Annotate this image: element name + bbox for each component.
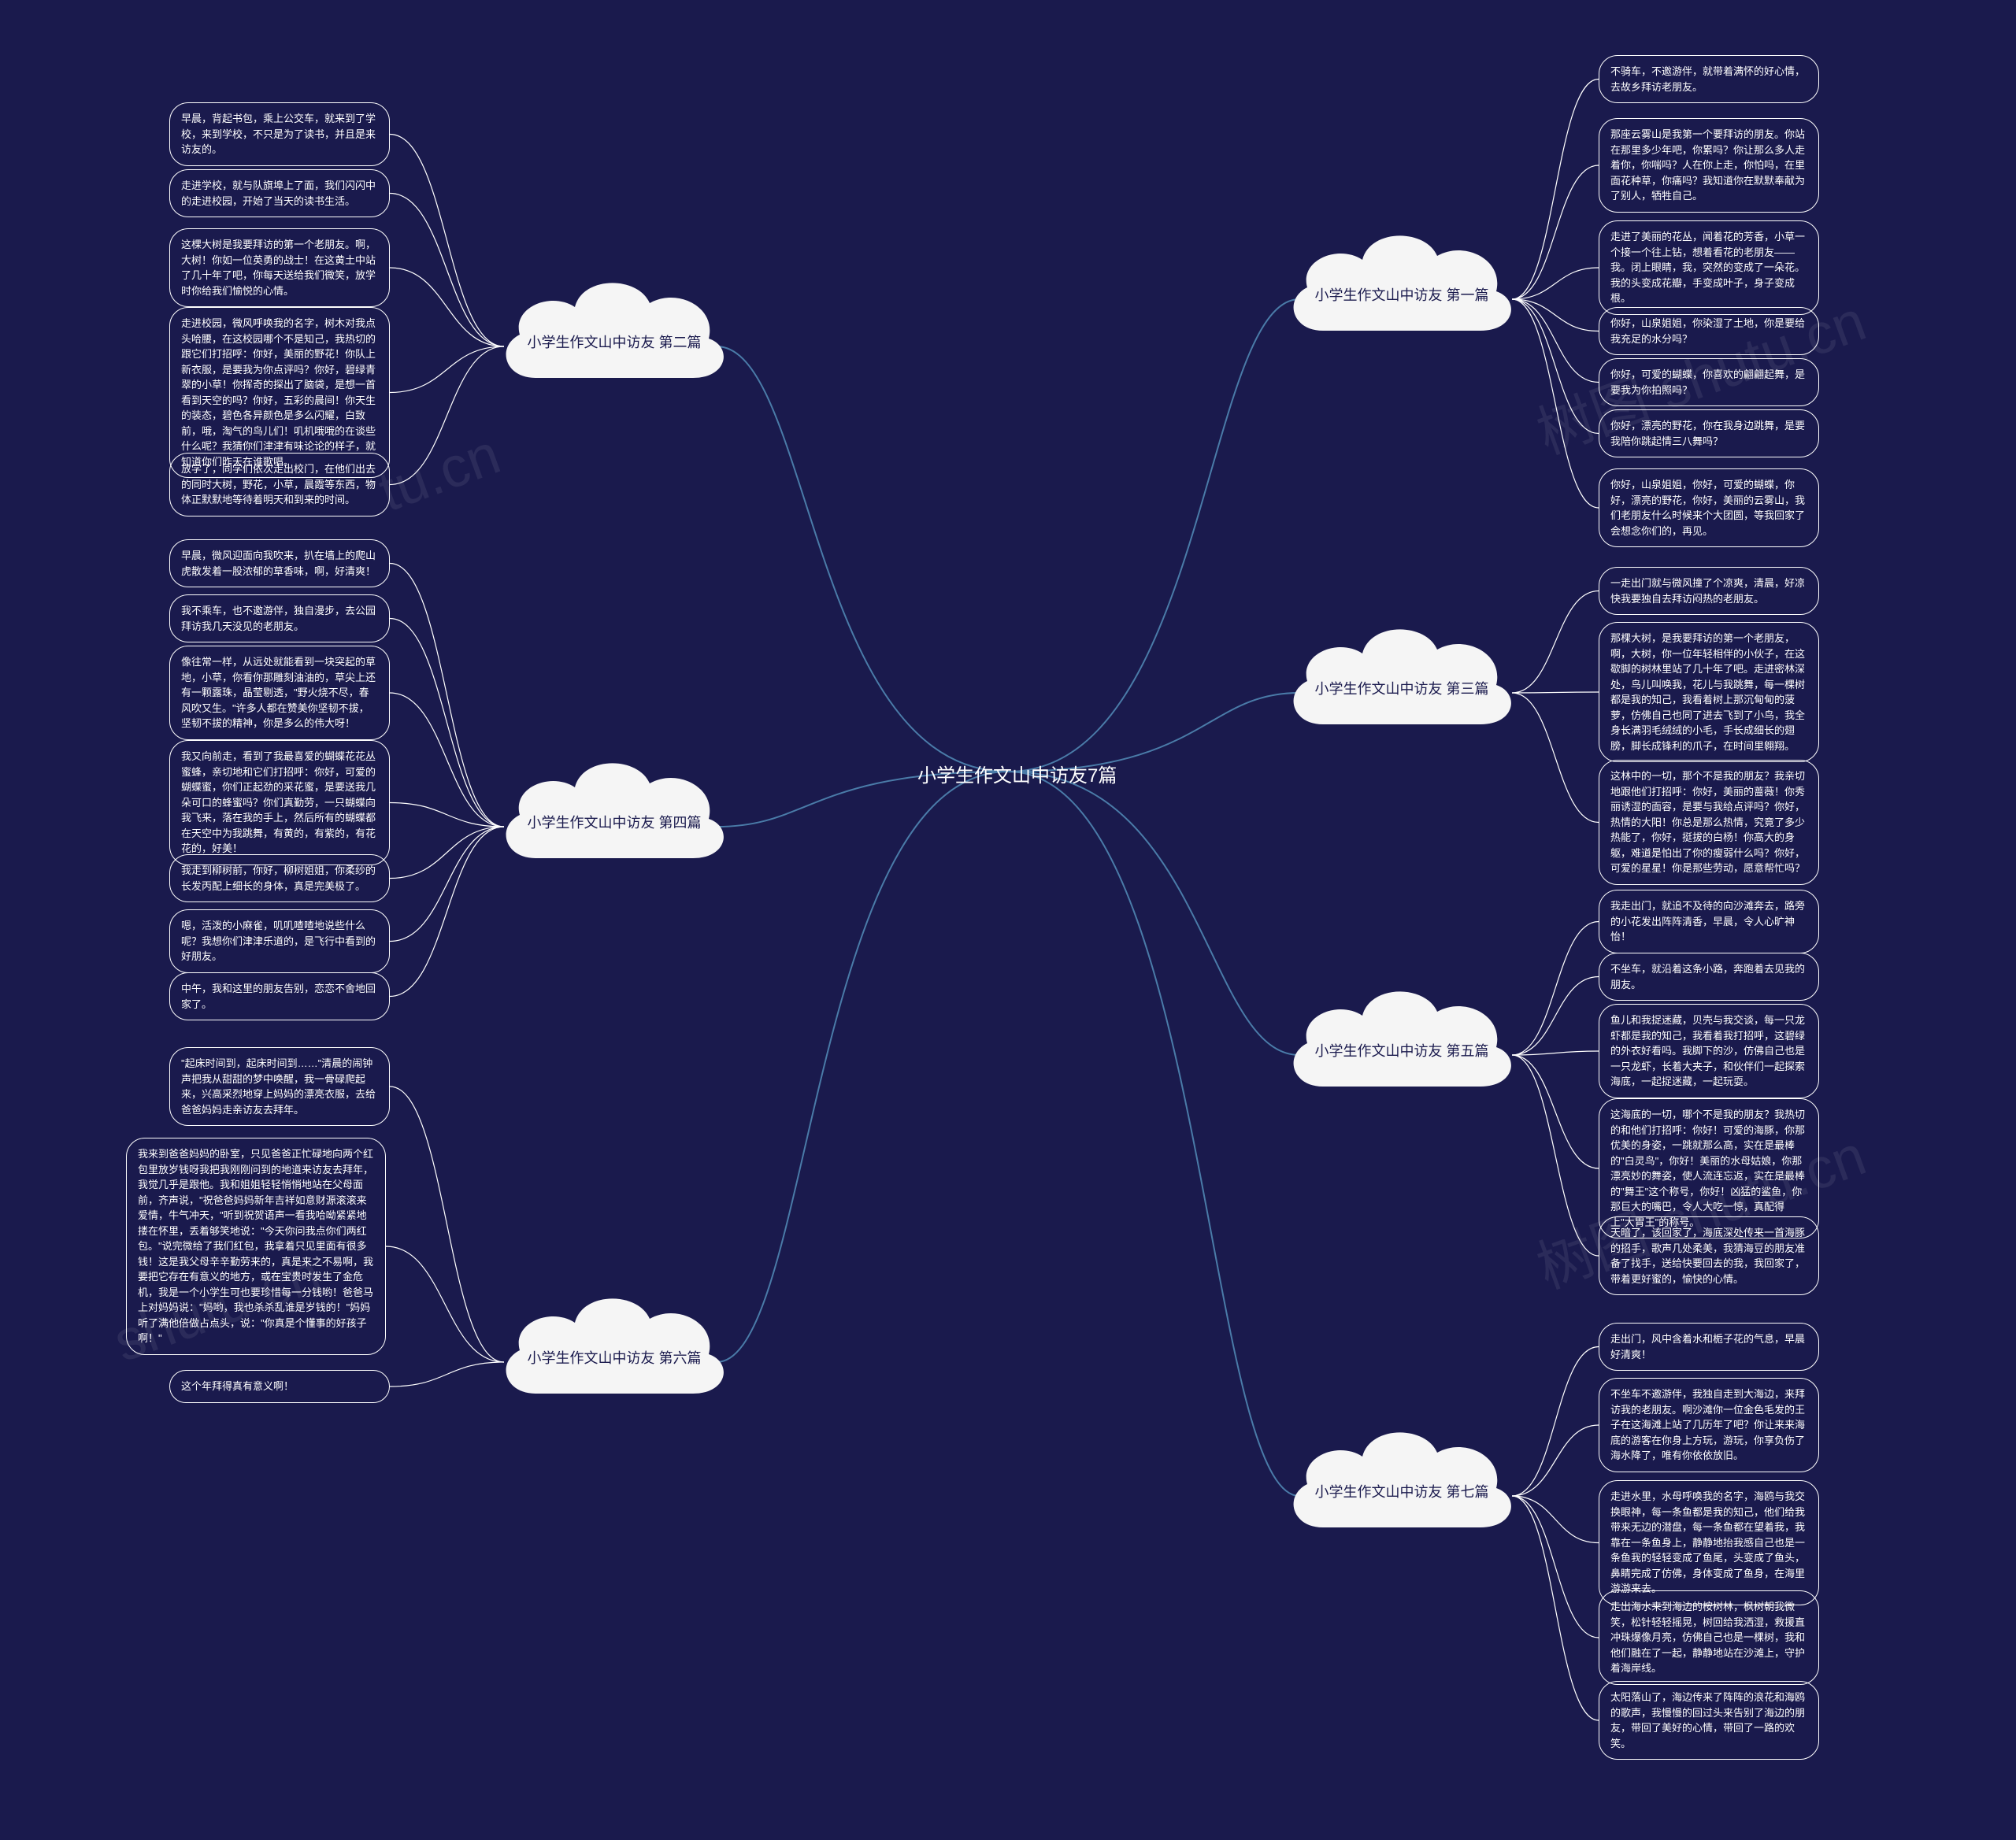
cloud-label: 小学生作文山中访友 第五篇: [1315, 1040, 1489, 1061]
leaf-node: 我不乘车，也不邀游伴，独自漫步，去公园拜访我几天没见的老朋友。: [169, 594, 390, 642]
leaf-node: 走进水里，水母呼唤我的名字，海鸥与我交换眼神，每一条鱼都是我的知己，他们给我带来…: [1599, 1480, 1819, 1605]
leaf-node: 这林中的一切，那个不是我的朋友？我亲切地跟他们打招呼：你好，美丽的蔷薇！你秀丽诱…: [1599, 760, 1819, 885]
leaf-node: 不坐车，就沿着这条小路，奔跑着去见我的朋友。: [1599, 953, 1819, 1001]
leaf-node: 我走到柳树前，你好，柳树姐姐，你柔纱的长发丙配上细长的身体，真是完美极了。: [169, 854, 390, 902]
center-label: 小学生作文山中访友7篇: [917, 765, 1117, 787]
leaf-node: 像往常一样，从远处就能看到一块突起的草地，小草，你看你那雕刻油油的，草尖上还有一…: [169, 646, 390, 740]
leaf-node: 嗯，活泼的小麻雀，叽叽喳喳地说些什么呢？我想你们津津乐道的，是飞行中看到的好朋友…: [169, 909, 390, 973]
leaf-node: 不坐车不邀游伴，我独自走到大海边，来拜访我的老朋友。啊沙滩你一位金色毛发的王子在…: [1599, 1378, 1819, 1472]
leaf-node: 鱼儿和我捉迷藏，贝壳与我交谈，每一只龙虾都是我的知己，我看着我打招呼，这碧绿的外…: [1599, 1004, 1819, 1098]
leaf-node: 走进学校，就与队旗埠上了面，我们闪闪中的走进校园，开始了当天的读书生活。: [169, 169, 390, 217]
leaf-node: 我走出门，就追不及待的向沙滩奔去，路旁的小花发出阵阵清香，早晨，令人心旷神怡！: [1599, 890, 1819, 953]
leaf-node: 这棵大树是我要拜访的第一个老朋友。啊，大树！你如一位英勇的战士！在这黄土中站了几…: [169, 228, 390, 307]
cloud-label: 小学生作文山中访友 第一篇: [1315, 284, 1489, 305]
leaf-node: 放学了，同学们依次走出校门，在他们出去的同时大树，野花，小草，晨霞等东西，物体正…: [169, 453, 390, 516]
leaf-node: 一走出门就与微风撞了个凉爽，清晨，好凉快我要独自去拜访闷热的老朋友。: [1599, 567, 1819, 615]
center-node: 小学生作文山中访友7篇: [917, 760, 1117, 787]
leaf-node: 走出海水来到海边的桉树林，枫树朝我微笑，松针轻轻摇晃，树回给我洒湿，救援直冲珠爆…: [1599, 1590, 1819, 1685]
leaf-node: 那棵大树，是我要拜访的第一个老朋友，啊，大树，你一位年轻相伴的小伙子，在这歇脚的…: [1599, 622, 1819, 762]
branch-cloud: 小学生作文山中访友 第二篇: [488, 260, 740, 402]
cloud-label: 小学生作文山中访友 第四篇: [528, 812, 702, 832]
leaf-node: 你好，漂亮的野花，你在我身边跳舞，是要我陪你跳起情三八舞吗？: [1599, 409, 1819, 457]
branch-cloud: 小学生作文山中访友 第六篇: [488, 1275, 740, 1417]
leaf-node: 早晨，背起书包，乘上公交车，就来到了学校，来到学校，不只是为了读书，并且是来访友…: [169, 102, 390, 166]
cloud-label: 小学生作文山中访友 第三篇: [1315, 678, 1489, 698]
branch-cloud: 小学生作文山中访友 第四篇: [488, 740, 740, 882]
leaf-node: 不骑车，不邀游伴，就带着满怀的好心情，去故乡拜访老朋友。: [1599, 55, 1819, 103]
leaf-node: 这个年拜得真有意义啊！: [169, 1370, 390, 1403]
leaf-node: 太阳落山了，海边传来了阵阵的浪花和海鸥的歌声，我慢慢的回过头来告别了海边的朋友，…: [1599, 1681, 1819, 1760]
leaf-node: 天暗了，该回家了，海底深处传来一首海豚的招手，歌声几处柔美，我猜海豆的朋友准备了…: [1599, 1216, 1819, 1295]
branch-cloud: 小学生作文山中访友 第五篇: [1276, 968, 1528, 1110]
leaf-node: 走进了美丽的花丛，闻着花的芳香，小草一个接一个往上钻，想着看花的老朋友——我。闭…: [1599, 220, 1819, 315]
cloud-label: 小学生作文山中访友 第七篇: [1315, 1481, 1489, 1501]
leaf-node: "起床时间到，起床时间到……"清晨的闹钟声把我从甜甜的梦中唤醒，我一骨碌爬起来，…: [169, 1047, 390, 1126]
branch-cloud: 小学生作文山中访友 第三篇: [1276, 606, 1528, 748]
branch-cloud: 小学生作文山中访友 第七篇: [1276, 1409, 1528, 1551]
cloud-label: 小学生作文山中访友 第六篇: [528, 1347, 702, 1368]
leaf-node: 那座云雾山是我第一个要拜访的朋友。你站在那里多少年吧，你累吗？你让那么多人走着你…: [1599, 118, 1819, 213]
leaf-node: 走出门，风中含着水和栀子花的气息，早晨好清爽！: [1599, 1323, 1819, 1371]
leaf-node: 我来到爸爸妈妈的卧室，只见爸爸正忙碌地向两个红包里放岁钱呀我把我刚刚问到的地道来…: [126, 1138, 386, 1355]
branch-cloud: 小学生作文山中访友 第一篇: [1276, 213, 1528, 354]
leaf-node: 早晨，微风迎面向我吹来，扒在墙上的爬山虎散发着一股浓郁的草香味，啊，好清爽！: [169, 539, 390, 587]
leaf-node: 我又向前走，看到了我最喜爱的蝴蝶花花丛蜜蜂，亲切地和它们打招呼：你好，可爱的蝴蝶…: [169, 740, 390, 865]
leaf-node: 你好，山泉姐姐，你好，可爱的蝴蝶，你好，漂亮的野花，你好，美丽的云雾山，我们老朋…: [1599, 468, 1819, 547]
cloud-label: 小学生作文山中访友 第二篇: [528, 331, 702, 352]
leaf-node: 中午，我和这里的朋友告别，恋恋不舍地回家了。: [169, 972, 390, 1020]
leaf-node: 你好，可爱的蝴蝶，你喜欢的翩翩起舞，是要我为你拍照吗？: [1599, 358, 1819, 406]
leaf-node: 你好，山泉姐姐，你染湿了土地，你是要给我充足的水分吗？: [1599, 307, 1819, 355]
